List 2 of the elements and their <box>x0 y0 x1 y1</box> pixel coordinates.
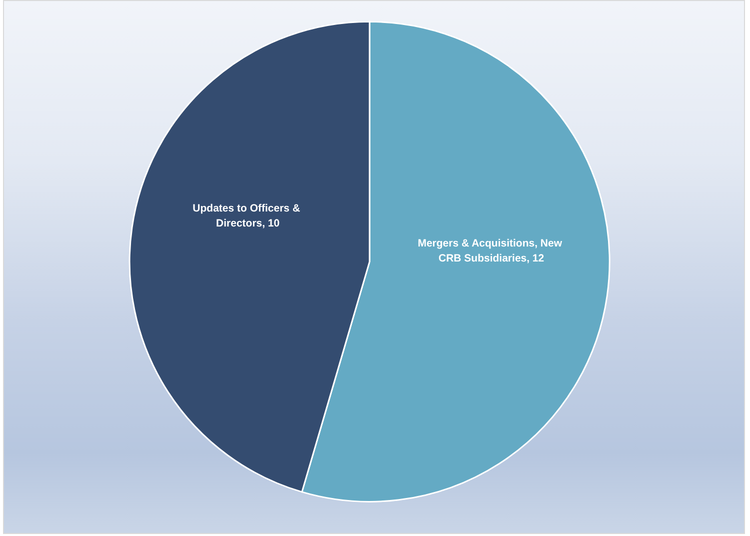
data-label: , 10 <box>262 218 280 230</box>
data-label: , 12 <box>526 252 544 265</box>
